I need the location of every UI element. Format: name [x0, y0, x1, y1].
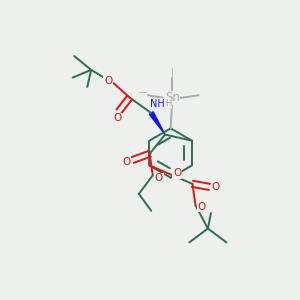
Text: NH: NH: [150, 99, 165, 109]
Text: O: O: [113, 113, 122, 123]
Text: |: |: [171, 68, 174, 77]
Text: —: —: [137, 91, 145, 100]
Text: O: O: [122, 157, 131, 166]
Text: —: —: [138, 88, 147, 98]
Text: O: O: [212, 182, 220, 192]
Text: O: O: [173, 168, 181, 178]
Text: O: O: [198, 202, 206, 212]
Text: O: O: [104, 76, 112, 86]
Text: H: H: [165, 99, 171, 108]
Polygon shape: [149, 112, 165, 135]
Text: O: O: [155, 173, 163, 184]
Text: Sn: Sn: [165, 91, 180, 104]
